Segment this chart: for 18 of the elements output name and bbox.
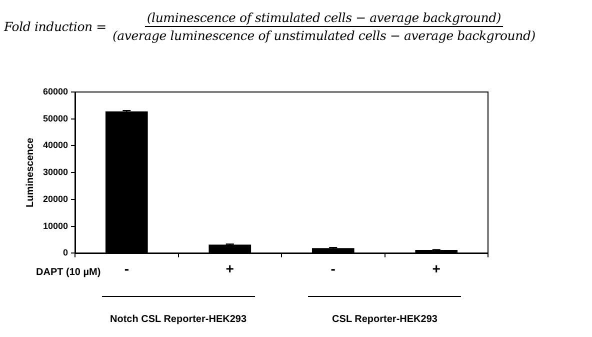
y-tick-label: 50000	[42, 113, 68, 124]
x-tick-label: +	[226, 260, 234, 276]
x-tick-label: -	[124, 260, 130, 276]
x-tick-label: -	[330, 260, 336, 276]
y-tick-label: 0	[63, 248, 68, 258]
y-tick-label: 40000	[42, 140, 68, 150]
x-axis-title: DAPT (10 µM)	[36, 267, 101, 278]
text: Notch CSL Reporter-HEK293	[110, 314, 247, 325]
x-tick-label: +	[432, 260, 440, 276]
text: CSL Reporter-HEK293	[332, 314, 438, 325]
text: (average luminescence of unstimulated cells − average background)	[111, 27, 536, 43]
y-tick-label: 20000	[42, 194, 68, 204]
y-tick-label: 60000	[42, 86, 68, 96]
y-axis-title: Luminescence	[24, 137, 36, 208]
y-tick-label: 30000	[42, 167, 68, 178]
y-tick-label: 10000	[42, 220, 68, 231]
text: Fold induction =	[4, 19, 106, 34]
text: (luminescence of stimulated cells − average background)	[144, 10, 504, 27]
